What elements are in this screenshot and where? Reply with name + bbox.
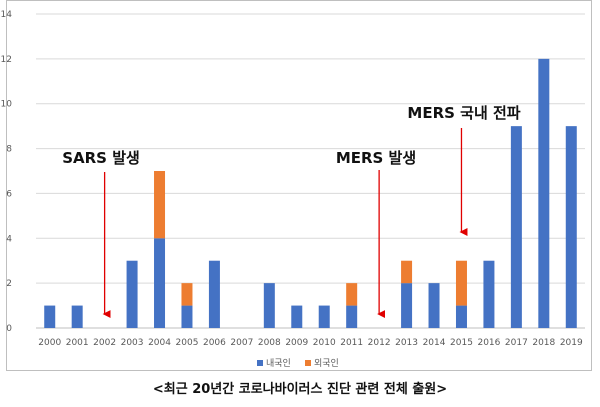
bar-segment-domestic [71,305,83,328]
legend-swatch [257,360,263,366]
x-tick-label: 2000 [38,338,61,348]
stacked-bar-chart: 0 2 4 6 8 10 12 14 2000 2001 2002 2003 2004 2005 2006… [1,10,585,369]
bar-segment-domestic [538,58,550,328]
legend-label: 내국인 [266,358,291,369]
x-tick-label: 2007 [230,338,253,348]
bar-segment-foreign [401,260,413,284]
legend-swatch [305,360,311,366]
y-tick-label: 14 [1,10,13,20]
y-tick-label: 6 [6,189,12,199]
x-axis: 2000 2001 2002 2003 2004 2005 2006 2007 2008 2009… [38,338,583,348]
y-tick-label: 8 [6,145,12,155]
bar-segment-domestic [263,283,275,328]
bar-segment-foreign [455,260,467,306]
annotations: SARS 발생 MERS 발생 MERS 국내 전파 [62,104,521,318]
legend: 내국인 외국인 [257,357,339,369]
bar-segment-domestic [565,126,577,329]
x-tick-label: 2019 [560,338,583,348]
bar-segment-domestic [208,260,220,328]
x-tick-label: 2005 [176,338,199,348]
y-tick-label: 0 [6,324,12,334]
bar-segment-domestic [154,238,166,328]
x-tick-label: 2001 [66,338,89,348]
annotation-label: SARS 발생 [62,149,140,167]
annotation-label: MERS 국내 전파 [407,104,520,122]
bar-segment-domestic [346,305,358,328]
x-tick-label: 2006 [203,338,226,348]
y-tick-label: 4 [6,234,12,244]
x-tick-label: 2002 [93,338,116,348]
x-tick-label: 2017 [505,338,528,348]
x-tick-label: 2013 [395,338,418,348]
x-tick-label: 2010 [313,338,336,348]
x-tick-label: 2012 [368,338,391,348]
x-tick-label: 2008 [258,338,281,348]
y-tick-label: 10 [1,100,13,110]
bar-segment-domestic [126,260,138,328]
x-tick-label: 2004 [148,338,171,348]
x-tick-label: 2009 [285,338,308,348]
x-tick-label: 2003 [121,338,144,348]
bar-segment-domestic [291,305,303,328]
legend-label: 외국인 [314,357,339,369]
bars [44,58,577,329]
x-tick-label: 2016 [477,338,500,348]
bar-segment-domestic [455,305,467,328]
x-tick-label: 2018 [532,338,555,348]
bar-segment-domestic [401,283,413,328]
y-tick-label: 2 [6,279,12,289]
annotation-label: MERS 발생 [336,149,416,167]
x-tick-label: 2011 [340,338,363,348]
x-tick-label: 2015 [450,338,473,348]
bar-segment-foreign [346,283,358,306]
y-tick-label: 12 [1,55,12,65]
bar-segment-domestic [318,305,330,328]
bar-segment-foreign [154,171,166,239]
bar-segment-foreign [181,283,193,306]
x-tick-label: 2014 [423,338,446,348]
bar-segment-domestic [510,126,522,329]
bar-segment-domestic [483,260,495,328]
chart-caption: <최근 20년간 코로나바이러스 진단 관련 전체 출원> [152,382,448,397]
bar-segment-domestic [44,305,56,328]
bar-segment-domestic [428,283,440,328]
bar-segment-domestic [181,305,193,328]
gridlines [36,13,585,329]
y-axis: 0 2 4 6 8 10 12 14 [1,10,13,334]
